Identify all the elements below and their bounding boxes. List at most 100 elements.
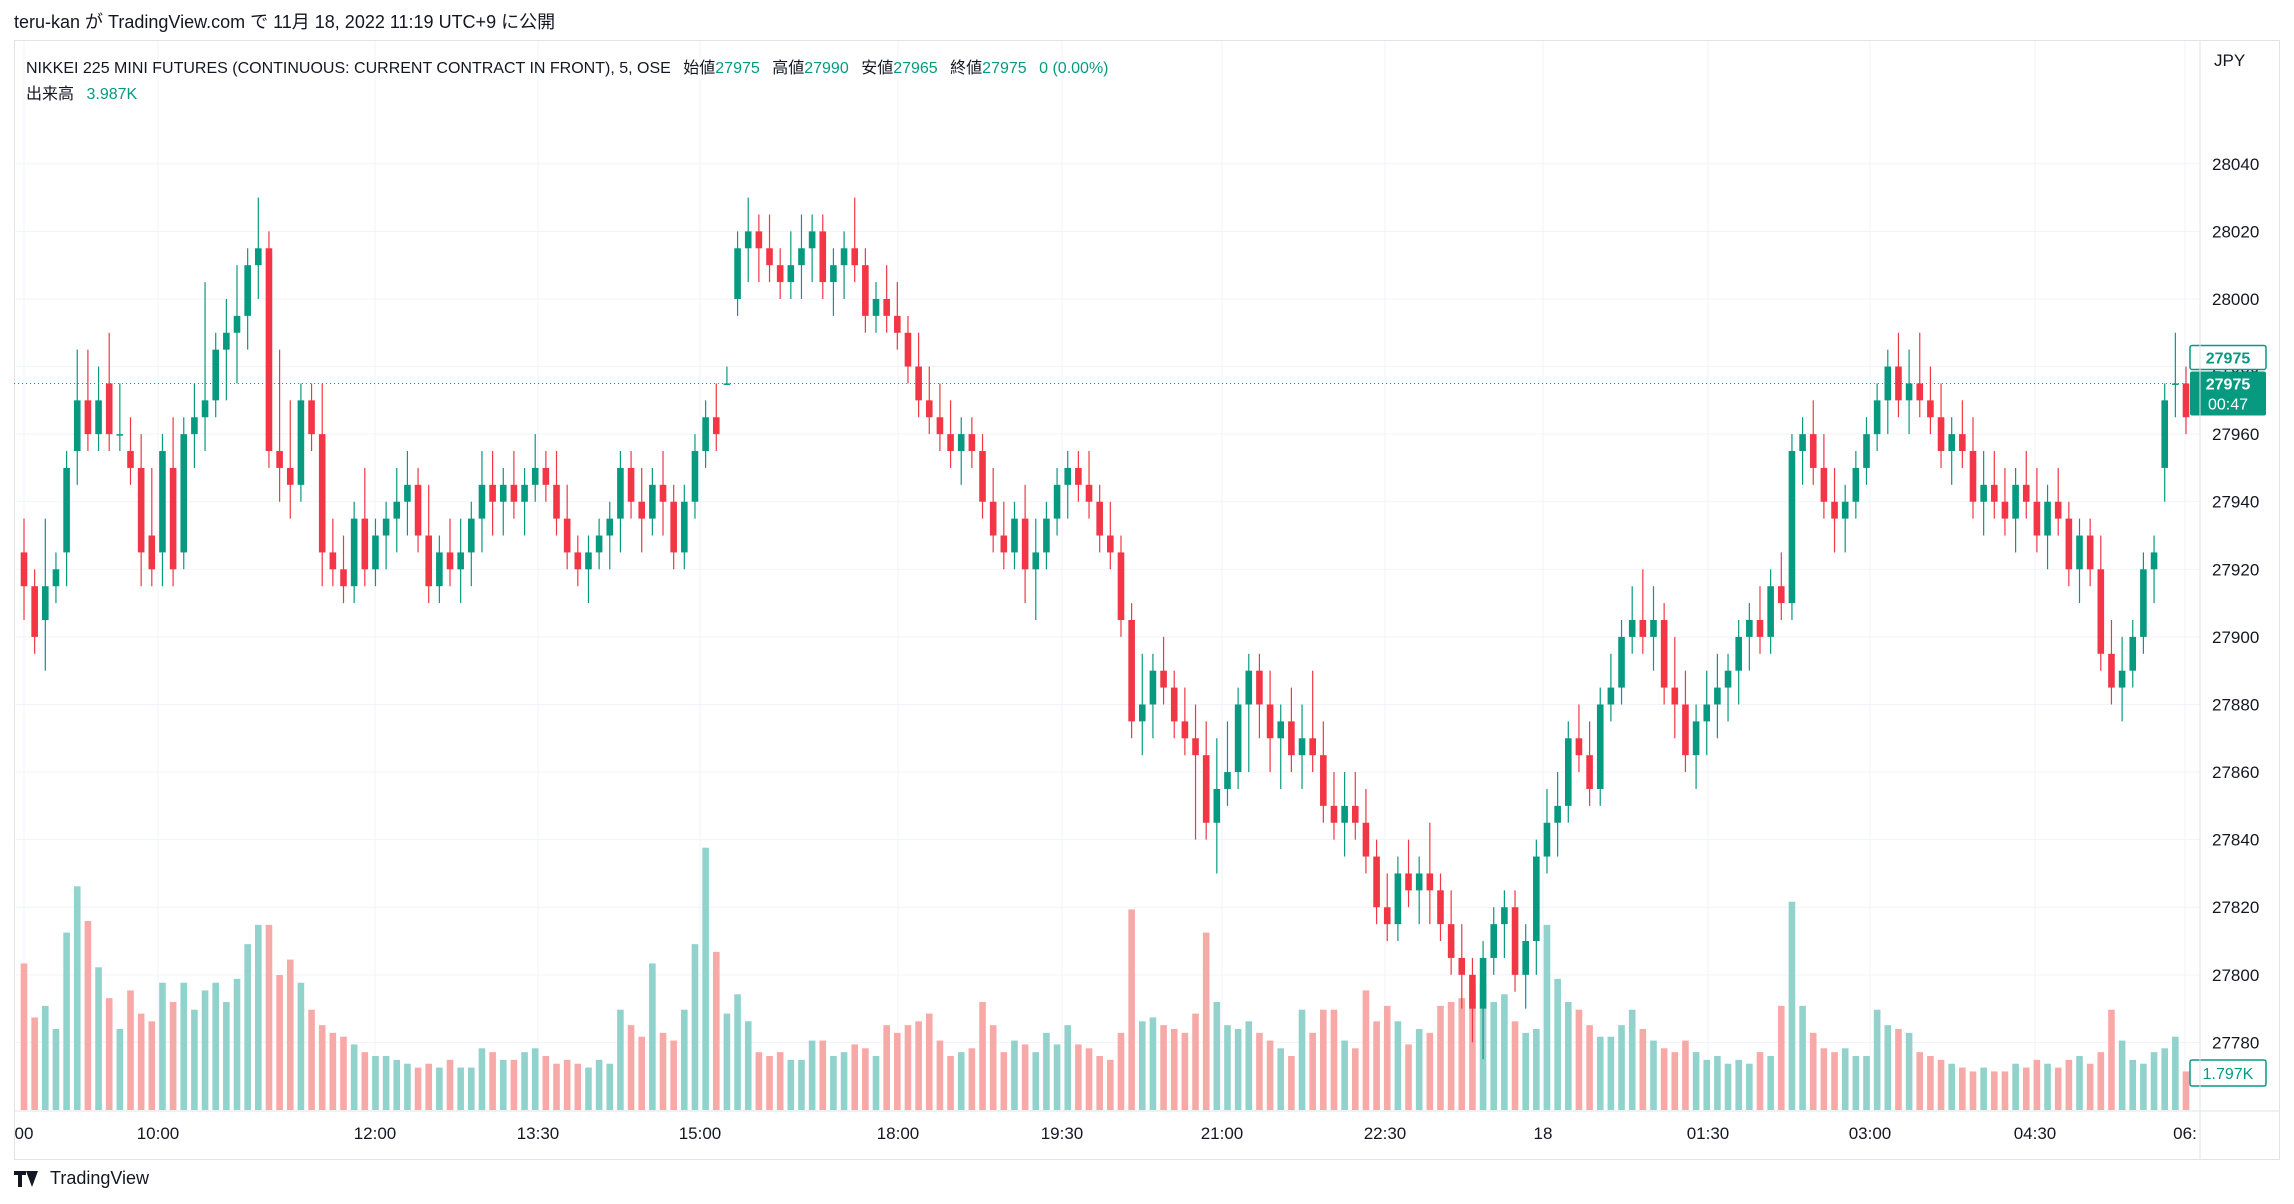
candle-body bbox=[2129, 636, 2137, 671]
candle-body bbox=[105, 383, 113, 435]
candle-body bbox=[73, 400, 81, 452]
candle-body bbox=[744, 231, 752, 249]
volume-bar bbox=[521, 1052, 528, 1110]
volume-bar bbox=[1149, 1017, 1157, 1110]
candle-body bbox=[1969, 451, 1977, 502]
symbol-title[interactable]: NIKKEI 225 MINI FUTURES (CONTINUOUS: CUR… bbox=[26, 60, 671, 77]
volume-bar bbox=[20, 963, 28, 1110]
candle-body bbox=[2097, 569, 2105, 654]
volume-bar bbox=[595, 1059, 603, 1110]
candle-body bbox=[127, 451, 134, 468]
volume-bar bbox=[787, 1059, 795, 1110]
volume-bar bbox=[212, 982, 220, 1110]
volume-bar bbox=[1990, 1071, 1998, 1110]
volume-bar bbox=[1554, 978, 1561, 1110]
candle-body bbox=[883, 298, 890, 316]
candle-body bbox=[2108, 653, 2115, 688]
volume-bar bbox=[851, 1044, 859, 1110]
volume-tag-text: 1.797K bbox=[2203, 1066, 2254, 1083]
volume-bar bbox=[372, 1056, 379, 1110]
candle-body bbox=[1085, 484, 1093, 502]
candle-body bbox=[1809, 434, 1817, 468]
candle-body bbox=[1160, 670, 1167, 688]
low-value: 27965 bbox=[893, 60, 938, 77]
time-tick-label: 00 bbox=[15, 1124, 34, 1143]
volume-bar bbox=[744, 1021, 752, 1110]
volume-bar bbox=[2065, 1059, 2073, 1110]
volume-label: 出来高 bbox=[26, 86, 75, 103]
candle-body bbox=[989, 501, 997, 536]
candle-body bbox=[1767, 586, 1774, 637]
candle-body bbox=[1575, 738, 1583, 756]
volume-bar bbox=[1692, 1052, 1700, 1110]
volume-bar bbox=[1511, 1021, 1519, 1110]
volume-bar bbox=[361, 1052, 369, 1110]
candle-body bbox=[1202, 755, 1210, 823]
volume-bar bbox=[2150, 1052, 2158, 1110]
candle-body bbox=[659, 484, 667, 502]
volume-bar bbox=[436, 1067, 443, 1110]
volume-bar bbox=[2001, 1071, 2009, 1110]
candle-body bbox=[1479, 957, 1487, 1009]
price-tick-label: 28020 bbox=[2212, 222, 2259, 241]
volume-bar bbox=[340, 1036, 347, 1110]
candle-body bbox=[712, 417, 720, 435]
candle-body bbox=[2182, 383, 2190, 418]
candle-body bbox=[1671, 687, 1679, 705]
candle-body bbox=[553, 484, 560, 519]
volume-bar bbox=[1170, 1029, 1178, 1110]
price-tick-label: 27800 bbox=[2212, 966, 2259, 985]
volume-bar bbox=[862, 1048, 869, 1110]
candle-body bbox=[670, 501, 677, 553]
volume-bar bbox=[894, 1032, 901, 1110]
volume-bar bbox=[766, 1056, 773, 1110]
volume-bar bbox=[350, 1044, 358, 1110]
volume-bar bbox=[1415, 1029, 1423, 1110]
candle-body bbox=[595, 535, 603, 553]
candle-body bbox=[1032, 552, 1040, 570]
candle-body bbox=[2044, 501, 2051, 536]
time-tick-label: 12:00 bbox=[354, 1124, 397, 1143]
volume-bar bbox=[1053, 1044, 1061, 1110]
volume-bar bbox=[1213, 1002, 1221, 1110]
candle-body bbox=[1234, 704, 1242, 773]
volume-bar bbox=[1607, 1036, 1615, 1110]
candle-body bbox=[1490, 924, 1498, 958]
candle-body bbox=[510, 484, 518, 502]
candle-body bbox=[1735, 636, 1742, 671]
candle-body bbox=[212, 349, 220, 401]
change-value: 0 (0.00%) bbox=[1039, 60, 1109, 77]
volume-bar bbox=[308, 1009, 315, 1110]
volume-bar bbox=[180, 982, 188, 1110]
volume-bar bbox=[31, 1017, 38, 1110]
volume-bar bbox=[659, 1032, 667, 1110]
candle-body bbox=[808, 231, 816, 249]
volume-bar bbox=[1501, 994, 1508, 1110]
candle-body bbox=[755, 231, 763, 249]
volume-bar bbox=[1234, 1029, 1242, 1110]
candle-body bbox=[1309, 738, 1316, 756]
volume-bar bbox=[414, 1067, 422, 1110]
volume-bar bbox=[41, 1005, 49, 1110]
volume-bar bbox=[1085, 1048, 1093, 1110]
price-tick-label: 27900 bbox=[2212, 628, 2259, 647]
volume-bar bbox=[148, 1021, 156, 1110]
candle-body bbox=[830, 265, 837, 283]
candle-body bbox=[1799, 434, 1806, 452]
candle-body bbox=[1437, 890, 1444, 925]
volume-bar bbox=[105, 998, 113, 1110]
candle-body bbox=[1043, 518, 1050, 553]
volume-bar bbox=[617, 1009, 624, 1110]
candles bbox=[20, 197, 2190, 1060]
candle-body bbox=[1980, 484, 1987, 502]
footer-brand[interactable]: TradingView bbox=[14, 1168, 149, 1189]
volume-bar bbox=[1341, 1040, 1348, 1110]
candle-body bbox=[894, 315, 901, 333]
price-tick-label: 27780 bbox=[2212, 1033, 2259, 1052]
candle-body bbox=[340, 569, 347, 587]
volume-bar bbox=[1117, 1032, 1125, 1110]
candle-body bbox=[1266, 704, 1274, 739]
candle-body bbox=[116, 434, 124, 436]
volume-value: 3.987K bbox=[86, 86, 138, 103]
